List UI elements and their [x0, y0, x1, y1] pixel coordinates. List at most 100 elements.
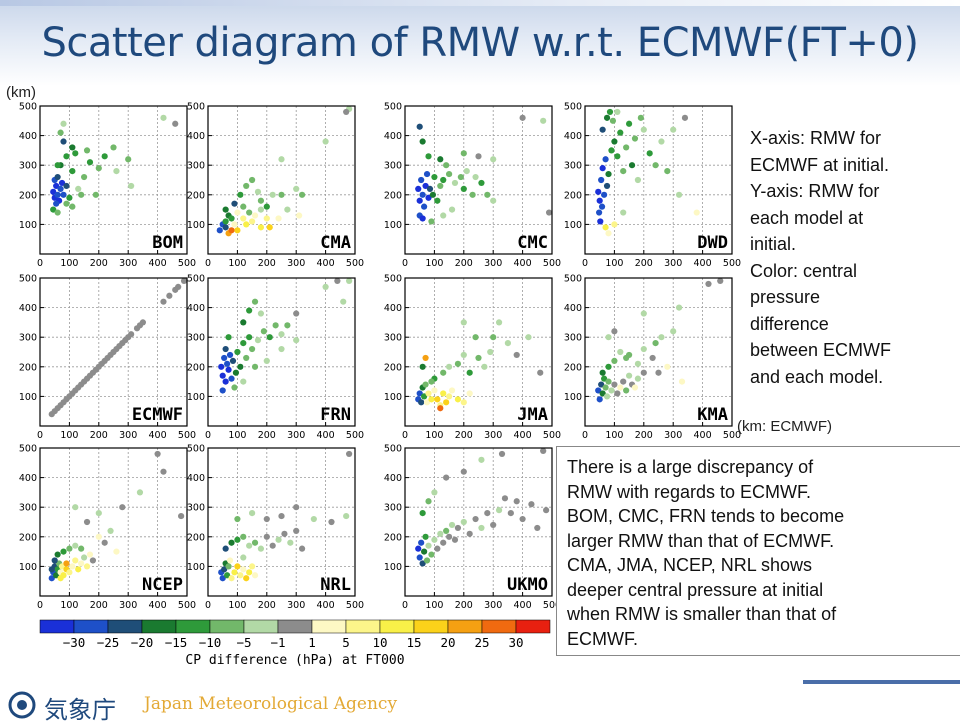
data-point [717, 277, 724, 285]
data-point [254, 188, 262, 195]
y-tick-label: 200 [384, 362, 402, 373]
x-tick-label: 300 [664, 430, 682, 441]
data-point [634, 375, 642, 382]
data-point [284, 322, 291, 329]
data-point [454, 396, 462, 403]
data-point [418, 399, 425, 406]
x-tick-label: 0 [37, 430, 43, 441]
data-point [428, 551, 435, 558]
description-line: each model at [750, 207, 864, 228]
data-point [254, 337, 262, 344]
data-point [69, 144, 76, 151]
data-point [257, 224, 265, 231]
x-tick-label: 500 [178, 258, 196, 269]
data-point [460, 351, 467, 359]
y-tick-label: 100 [187, 220, 205, 231]
data-point [481, 363, 488, 370]
data-point [466, 390, 473, 397]
data-point [243, 575, 250, 582]
data-point [446, 533, 453, 540]
data-point [83, 518, 91, 526]
x-tick-label: 300 [287, 600, 305, 611]
description-line: ECMWF at initial. [750, 154, 890, 175]
y-tick-label: 400 [384, 303, 402, 314]
data-point [249, 563, 256, 570]
data-point [231, 200, 238, 207]
data-point [678, 378, 686, 385]
data-point [443, 474, 450, 481]
data-point [490, 197, 497, 204]
data-point [86, 159, 94, 166]
data-point [490, 521, 497, 529]
y-tick-label: 200 [187, 532, 205, 543]
data-point [160, 468, 167, 475]
data-point [614, 390, 621, 397]
data-point [599, 126, 606, 133]
note-line: There is a large discrepancy of [567, 457, 814, 477]
data-point [249, 176, 256, 184]
x-tick-label: 200 [635, 258, 653, 269]
colorbar-segment [107, 619, 143, 634]
data-point [437, 530, 444, 537]
panel-model-label: DWD [697, 233, 728, 253]
data-point [596, 209, 603, 216]
y-unit-label: (km) [6, 84, 36, 101]
data-point [89, 557, 97, 564]
note-line: BOM, CMC, FRN tends to become [567, 506, 845, 526]
data-point [219, 387, 226, 394]
data-point [422, 533, 429, 540]
colorbar-segment [413, 619, 449, 634]
data-point [237, 363, 244, 370]
data-point [540, 117, 547, 124]
x-tick-label: 100 [605, 430, 623, 441]
data-point [478, 456, 485, 463]
data-point [601, 375, 608, 382]
data-point [484, 191, 491, 198]
panel-model-label: JMA [517, 405, 548, 425]
data-point [246, 334, 253, 341]
data-point [611, 381, 618, 388]
data-point [620, 378, 627, 385]
data-point [278, 331, 285, 338]
colorbar-tick-label: −25 [97, 635, 120, 650]
data-point [595, 188, 602, 195]
data-point [160, 114, 167, 121]
data-point [228, 215, 235, 222]
data-point [298, 191, 306, 198]
data-point [611, 138, 618, 145]
data-point [240, 566, 247, 573]
data-point [231, 569, 238, 576]
plot-frame [404, 277, 553, 427]
colorbar-segment [141, 619, 177, 634]
y-tick-label: 300 [564, 161, 582, 172]
x-tick-label: 300 [119, 258, 137, 269]
data-point [243, 221, 250, 228]
data-point [596, 396, 603, 403]
y-tick-label: 300 [564, 333, 582, 344]
data-point [466, 369, 473, 376]
data-point [460, 399, 467, 406]
y-tick-label: 400 [19, 473, 37, 484]
data-point [415, 545, 422, 552]
data-point [246, 307, 253, 314]
colorbar-segment [515, 619, 551, 634]
data-point [50, 206, 57, 213]
data-point [257, 545, 265, 552]
data-point [423, 170, 431, 178]
y-tick-label: 100 [564, 220, 582, 231]
x-tick-label: 400 [514, 600, 532, 611]
data-point [260, 328, 267, 335]
x-tick-label: 0 [402, 600, 408, 611]
data-point [655, 369, 662, 376]
data-point [603, 393, 611, 400]
jma-logo-icon [8, 691, 36, 719]
data-point [478, 179, 485, 187]
y-tick-label: 200 [19, 362, 37, 373]
data-point [429, 191, 437, 198]
y-tick-label: 300 [19, 161, 37, 172]
x-tick-label: 500 [723, 258, 741, 269]
data-point [602, 156, 609, 163]
x-tick-label: 500 [543, 258, 561, 269]
y-tick-label: 300 [187, 503, 205, 514]
data-point [263, 203, 270, 210]
